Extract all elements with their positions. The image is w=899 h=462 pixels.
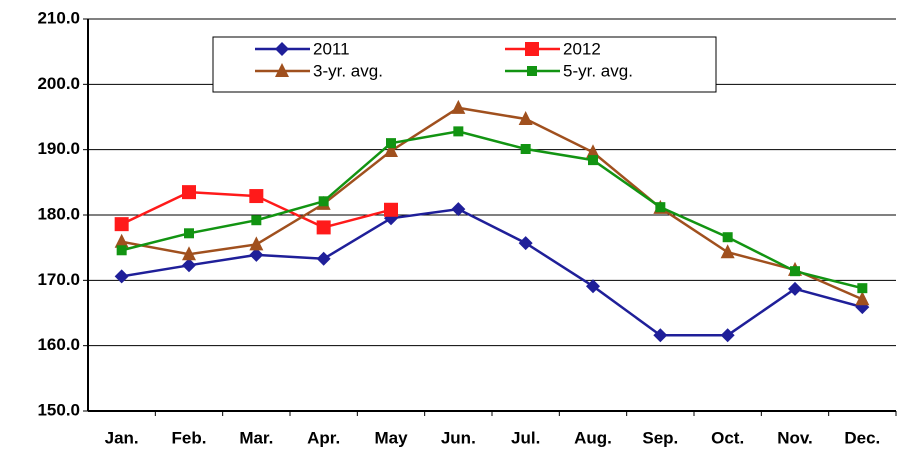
marker	[251, 215, 262, 226]
marker	[527, 66, 537, 76]
marker	[518, 110, 533, 125]
x-tick-label: Oct.	[711, 428, 744, 447]
marker	[451, 99, 466, 114]
x-tick-label: Dec.	[844, 428, 880, 447]
x-tick-label: Mar.	[239, 428, 273, 447]
x-tick-label: Feb.	[172, 428, 207, 447]
marker	[318, 196, 329, 207]
marker	[114, 217, 129, 232]
marker	[720, 328, 735, 343]
y-tick-label: 200.0	[37, 74, 80, 93]
marker	[453, 126, 464, 137]
marker	[316, 251, 331, 266]
marker	[316, 220, 331, 235]
marker	[249, 236, 264, 251]
marker	[114, 269, 129, 284]
x-tick-label: Sep.	[642, 428, 678, 447]
series-line	[121, 207, 863, 337]
marker	[249, 189, 264, 204]
legend-label: 3-yr. avg.	[313, 61, 383, 80]
marker	[790, 266, 800, 277]
series-line	[121, 130, 863, 290]
legend: 2011 2012 3-yr. avg. 5-yr. avg.	[212, 36, 717, 93]
legend-box	[212, 36, 717, 93]
y-tick-label: 210.0	[37, 8, 80, 27]
x-tick-label: Nov.	[777, 428, 813, 447]
y-tick-label: 150.0	[37, 400, 80, 419]
marker	[788, 281, 802, 296]
marker	[182, 258, 196, 273]
x-tick-label: Apr.	[307, 428, 340, 447]
marker	[586, 279, 600, 294]
marker	[655, 202, 666, 213]
legend-label: 5-yr. avg.	[563, 61, 633, 80]
marker	[182, 246, 196, 261]
marker	[384, 202, 398, 217]
marker	[586, 144, 600, 159]
x-tick-label: Jul.	[511, 428, 540, 447]
marker	[588, 155, 598, 166]
x-tick-label: Aug.	[574, 428, 612, 447]
marker	[722, 232, 733, 243]
series-line	[121, 106, 863, 301]
marker	[184, 228, 194, 239]
marker	[720, 244, 735, 259]
y-tick-label: 160.0	[37, 335, 80, 354]
marker	[116, 245, 127, 256]
y-tick-label: 170.0	[37, 270, 80, 289]
x-tick-label: Jan.	[105, 428, 139, 447]
x-tick-label: May	[374, 428, 408, 447]
marker	[520, 144, 531, 155]
marker	[275, 42, 289, 56]
marker	[855, 291, 870, 306]
legend-label: 2012	[563, 39, 601, 58]
marker	[525, 42, 539, 56]
marker	[653, 328, 668, 343]
marker	[182, 185, 196, 200]
marker	[451, 202, 466, 217]
y-tick-label: 190.0	[37, 139, 80, 158]
marker	[386, 138, 396, 149]
marker	[857, 283, 868, 294]
x-tick-label: Jun.	[441, 428, 476, 447]
marker	[249, 247, 264, 262]
marker	[275, 63, 289, 77]
marker	[384, 142, 398, 157]
marker	[114, 233, 129, 248]
legend-label: 2011	[313, 39, 350, 58]
y-tick-label: 180.0	[37, 204, 80, 223]
marker	[518, 236, 533, 251]
